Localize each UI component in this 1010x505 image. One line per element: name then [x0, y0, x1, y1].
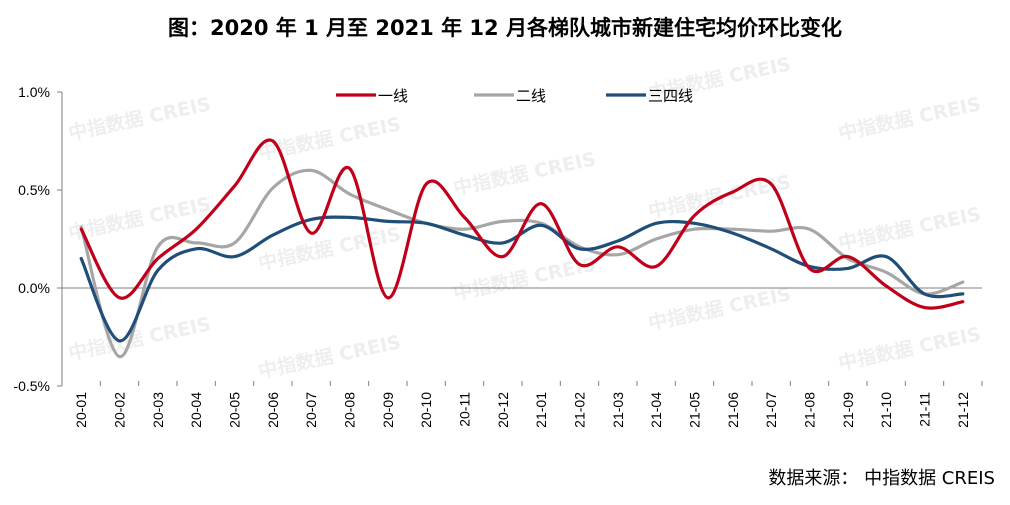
watermark-text: 中指数据 CREIS [451, 147, 598, 200]
x-tick-label: 21-11 [917, 392, 933, 427]
x-tick-label: 21-03 [610, 392, 626, 428]
y-axis-tick-labels: 1.0% 0.5% 0.0% -0.5% [13, 84, 50, 394]
y-tick-label: -0.5% [13, 378, 50, 394]
y-axis-tick-marks [57, 91, 62, 387]
y-tick-label: 0.0% [18, 280, 50, 296]
x-tick-label: 20-12 [495, 392, 511, 428]
source-note: 数据来源： 中指数据 CREIS [768, 468, 995, 489]
legend-label: 二线 [516, 87, 546, 105]
x-tick-label: 21-02 [572, 392, 588, 428]
y-tick-label: 1.0% [18, 84, 50, 100]
x-tick-label: 20-11 [457, 392, 473, 427]
series-lines [79, 138, 965, 359]
x-tick-label: 20-06 [265, 392, 281, 428]
watermark-text: 中指数据 CREIS [66, 192, 213, 245]
x-tick-label: 20-01 [73, 392, 89, 428]
watermark-text: 中指数据 CREIS [66, 92, 213, 145]
x-tick-label: 21-09 [840, 392, 856, 428]
x-tick-label: 21-05 [687, 392, 703, 428]
watermark-text: 中指数据 CREIS [836, 202, 983, 255]
x-tick-label: 21-12 [955, 392, 971, 428]
y-tick-label: 0.5% [18, 182, 50, 198]
watermark-text: 中指数据 CREIS [836, 92, 983, 145]
x-tick-label: 21-04 [648, 392, 664, 428]
x-axis-tick-marks [61, 381, 983, 386]
x-tick-label: 20-08 [342, 392, 358, 428]
watermark-text: 中指数据 CREIS [646, 282, 793, 335]
watermark-text: 中指数据 CREIS [836, 322, 983, 375]
legend: 一线 二线 三四线 [336, 87, 693, 105]
watermark-text: 中指数据 CREIS [256, 330, 403, 383]
x-tick-label: 20-07 [303, 392, 319, 428]
legend-label: 三四线 [648, 87, 693, 105]
x-axis-tick-labels: 20-01 20-02 20-03 20-04 20-05 20-06 20-07 20-08… [73, 392, 971, 428]
series-line-1 [79, 138, 965, 310]
chart-title: 图：2020 年 1 月至 2021 年 12 月各梯队城市新建住宅均价环比变化 [168, 16, 842, 40]
x-tick-label: 20-05 [227, 392, 243, 428]
watermark-text: 中指数据 CREIS [66, 312, 213, 365]
x-tick-label: 21-07 [763, 392, 779, 428]
x-tick-label: 21-06 [725, 392, 741, 428]
x-tick-label: 20-04 [188, 392, 204, 428]
x-tick-label: 20-02 [112, 392, 128, 428]
x-tick-label: 20-09 [380, 392, 396, 428]
x-tick-label: 21-08 [802, 392, 818, 428]
x-tick-label: 20-10 [418, 392, 434, 428]
x-tick-label: 21-10 [878, 392, 894, 428]
legend-label: 一线 [378, 87, 408, 105]
x-tick-label: 21-01 [533, 392, 549, 428]
watermark-text: 中指数据 CREIS [256, 222, 403, 275]
x-tick-label: 20-03 [150, 392, 166, 428]
watermark-text: 中指数据 CREIS [256, 112, 403, 165]
series-line-2 [79, 168, 965, 359]
